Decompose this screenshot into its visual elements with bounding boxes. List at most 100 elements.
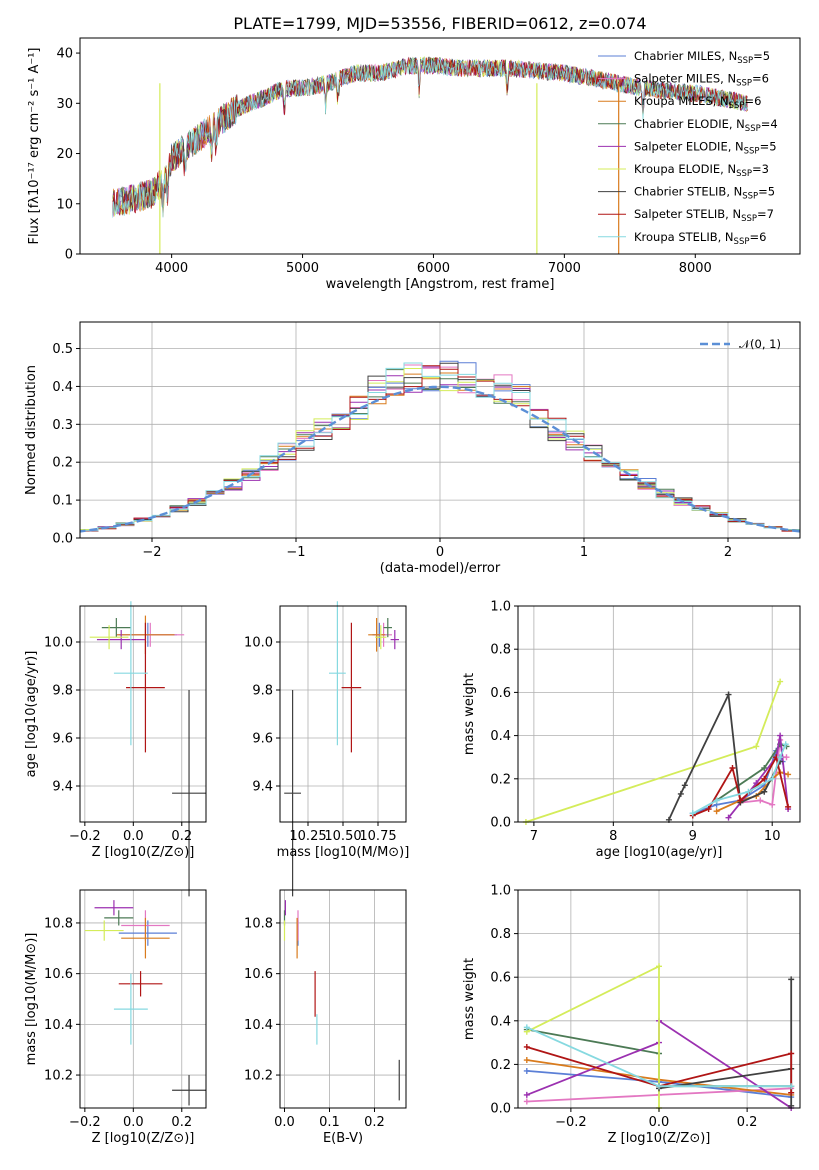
x-axis-label: Z [log10(Z/Z⊙)] — [92, 1131, 195, 1146]
y-tick-label: 0.0 — [52, 532, 73, 547]
x-axis-label: Z [log10(Z/Z⊙)] — [92, 845, 195, 860]
x-tick-label: −0.2 — [69, 829, 101, 844]
axes-frame — [517, 605, 801, 823]
tick-group: −0.2 0.0 0.2 10.2 10.4 10.6 10.8 — [44, 916, 192, 1130]
grid-lines — [80, 606, 206, 822]
weight-series-line — [526, 1046, 793, 1093]
x-tick-label: 0.0 — [123, 1115, 144, 1130]
x-tick-label: 2 — [724, 545, 732, 560]
weight-series — [689, 741, 789, 817]
massweight-vs-Z-panel: −0.2 0.0 0.2 0.0 0.2 0.4 0.6 0.8 1.0 Z [log10(Z/Z… — [462, 884, 801, 1146]
weight-marker — [788, 1083, 795, 1090]
legend-label: Kroupa MILES, NSSP=6 — [634, 94, 761, 111]
tick-group: −0.2 0.0 0.2 0.0 0.2 0.4 0.6 0.8 1.0 — [490, 884, 757, 1131]
x-tick-label: 10.25 — [289, 829, 326, 844]
axes-frame — [79, 37, 801, 255]
x-tick-label: 5000 — [286, 261, 319, 276]
errorbar-point — [126, 622, 165, 753]
weight-marker — [725, 814, 732, 821]
errorbar-point — [118, 971, 163, 997]
weight-series-line — [716, 743, 787, 802]
y-axis-label: age [log10(age/yr)] — [24, 651, 39, 778]
y-tick-label: 0.2 — [52, 456, 73, 471]
y-tick-label: 0.4 — [52, 380, 73, 395]
y-axis-label: mass weight — [462, 958, 477, 1040]
axes-frame — [79, 605, 207, 823]
weight-marker — [785, 771, 792, 778]
spectrum-lines — [112, 56, 748, 254]
legend-label: 𝒩(0, 1) — [739, 337, 781, 351]
tick-group: −2 −1 0 1 2 0.0 0.1 0.2 0.3 0.4 0.5 — [52, 342, 732, 560]
tick-group: 4000 5000 6000 7000 8000 0 10 20 30 40 — [56, 47, 711, 276]
y-tick-label: 0.3 — [52, 418, 73, 433]
x-tick-label: 10.50 — [324, 829, 361, 844]
tick-group: 7 8 9 10 0.0 0.2 0.4 0.6 0.8 1.0 — [490, 600, 780, 845]
weight-marker — [761, 775, 768, 782]
y-tick-label: 1.0 — [490, 884, 511, 899]
residuals-panel: −2 −1 0 1 2 0.0 0.1 0.2 0.3 0.4 0.5 (data-model)/er… — [24, 321, 801, 576]
errorbar-point — [84, 920, 124, 941]
weight-marker — [523, 1057, 530, 1064]
x-tick-label: 1 — [580, 545, 588, 560]
y-tick-label: 0.8 — [490, 643, 511, 658]
y-tick-label: 9.4 — [252, 780, 273, 795]
legend: 𝒩(0, 1) — [700, 337, 781, 351]
x-tick-label: 0.0 — [274, 1115, 295, 1130]
weight-marker — [523, 1043, 530, 1050]
y-tick-label: 10.6 — [244, 967, 273, 982]
x-tick-label: 0.0 — [123, 829, 144, 844]
weight-marker — [656, 963, 662, 970]
weight-marker — [523, 1067, 530, 1074]
errorbar-point — [390, 630, 399, 650]
weight-marker — [753, 743, 760, 750]
weight-marker — [788, 1050, 795, 1057]
x-tick-label: 0.2 — [171, 829, 192, 844]
x-tick-label: −0.2 — [69, 1115, 101, 1130]
tick-group: 0.0 0.1 0.2 10.2 10.4 10.6 10.8 — [244, 916, 385, 1130]
x-tick-label: 0.0 — [649, 1115, 670, 1130]
x-axis-label: E(B-V) — [323, 1131, 363, 1146]
grid-lines — [280, 606, 406, 822]
y-tick-label: 10.4 — [44, 1018, 73, 1033]
massweight-vs-age-panel: 7 8 9 10 0.0 0.2 0.4 0.6 0.8 1.0 age [log10(age/yr… — [462, 600, 801, 860]
errorbar-point — [284, 690, 301, 897]
errorbar-point — [172, 1075, 206, 1106]
x-tick-label: 7 — [530, 829, 538, 844]
x-axis-label: mass [log10(M/M⊙)] — [277, 845, 410, 860]
weight-marker — [705, 806, 712, 813]
errorbar-point — [121, 917, 170, 959]
x-axis-label: age [log10(age/yr)] — [596, 845, 723, 860]
axes-frame — [79, 889, 207, 1109]
weight-marker — [777, 754, 784, 761]
y-axis-label: Normed distribution — [24, 365, 39, 495]
y-axis-label: mass [log10(M/M⊙)] — [24, 933, 39, 1066]
weight-marker — [777, 732, 784, 739]
weight-marker — [761, 765, 768, 771]
x-tick-label: 0.2 — [737, 1115, 758, 1130]
y-tick-label: 9.4 — [52, 780, 73, 795]
weight-marker — [769, 775, 776, 782]
y-tick-label: 10.2 — [44, 1069, 73, 1084]
y-tick-label: 10.0 — [244, 636, 273, 651]
y-tick-label: 10.0 — [44, 636, 73, 651]
y-axis-label: mass weight — [462, 673, 477, 755]
weight-marker — [777, 678, 784, 685]
weight-marker — [725, 691, 732, 698]
weight-marker — [681, 782, 688, 789]
mass-vs-ebv-panel: 0.0 0.1 0.2 10.2 10.4 10.6 10.8 E(B-V) — [244, 889, 407, 1146]
errorbar-point — [101, 618, 131, 638]
x-axis-label: (data-model)/error — [380, 561, 501, 576]
x-tick-label: 0.2 — [364, 1115, 385, 1130]
weight-marker — [523, 1098, 530, 1105]
weight-marker — [761, 788, 768, 795]
y-tick-label: 0.8 — [490, 927, 511, 942]
legend-label: Kroupa STELIB, NSSP=6 — [634, 230, 766, 247]
tick-group: −0.2 0.0 0.2 9.4 9.6 9.8 10.0 — [44, 636, 192, 845]
y-tick-label: 0.0 — [490, 816, 511, 831]
y-tick-label: 20 — [56, 147, 73, 162]
weight-marker — [713, 797, 720, 804]
x-tick-label: 8000 — [679, 261, 712, 276]
y-tick-label: 9.6 — [52, 732, 73, 747]
weight-marker — [782, 741, 789, 748]
